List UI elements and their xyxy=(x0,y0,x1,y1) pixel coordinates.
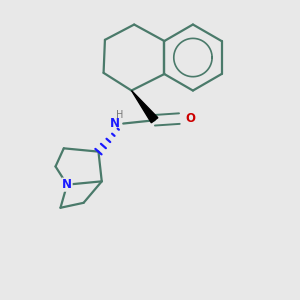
Text: O: O xyxy=(185,112,195,125)
Text: N: N xyxy=(62,178,72,191)
Text: H: H xyxy=(116,110,124,120)
Text: N: N xyxy=(110,117,120,130)
Polygon shape xyxy=(131,91,158,123)
